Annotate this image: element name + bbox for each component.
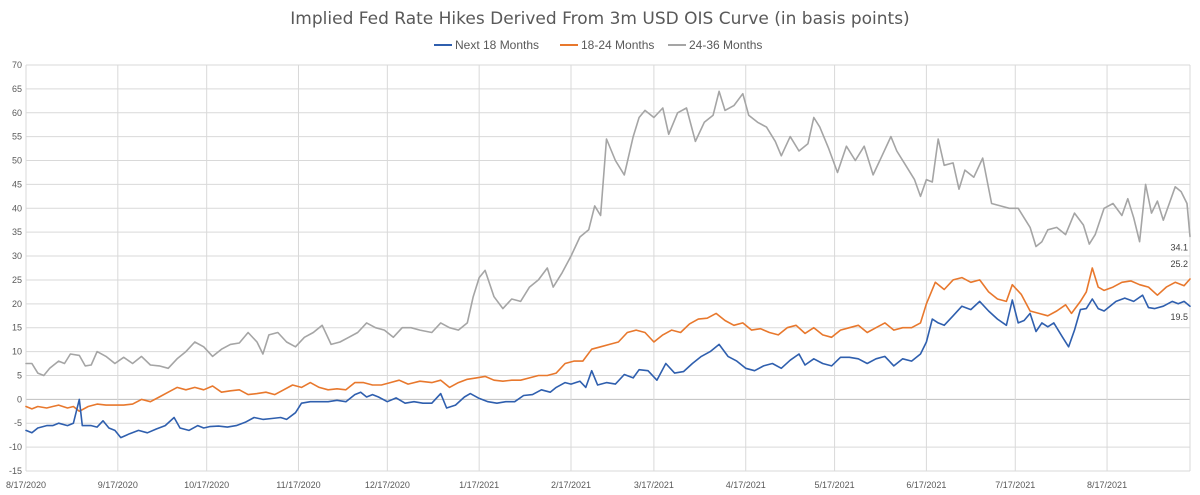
- series-line-next-18-months: [25, 294, 1191, 439]
- x-tick-label: 12/17/2020: [365, 480, 410, 490]
- series-line-18-24-months: [25, 267, 1191, 413]
- y-tick-label: 0: [17, 394, 22, 404]
- legend-label-18-24-months: 18-24 Months: [581, 38, 654, 52]
- y-tick-label: -5: [14, 418, 22, 428]
- x-tick-label: 8/17/2020: [6, 480, 46, 490]
- y-tick-label: 15: [12, 323, 22, 333]
- y-tick-label: 10: [12, 347, 22, 357]
- x-tick-label: 2/17/2021: [551, 480, 591, 490]
- x-axis: 8/17/2020 9/17/2020 10/17/2020 11/17/2020 12…: [6, 480, 1127, 490]
- y-tick-label: 45: [12, 179, 22, 189]
- x-tick-label: 5/17/2021: [815, 480, 855, 490]
- end-label-24-36-months: 34.1: [1170, 242, 1188, 252]
- legend-label-next-18-months: Next 18 Months: [455, 38, 539, 52]
- y-tick-label: 5: [17, 370, 22, 380]
- y-tick-label: 50: [12, 156, 22, 166]
- y-tick-label: 35: [12, 227, 22, 237]
- legend-item-next-18-months: Next 18 Months: [434, 38, 539, 52]
- legend-label-24-36-months: 24-36 Months: [689, 38, 762, 52]
- series-line-24-36-months: [25, 90, 1191, 377]
- y-tick-label: -15: [9, 466, 22, 476]
- y-tick-label: 70: [12, 60, 22, 70]
- series-end-labels: 34.1 25.2 19.5: [1170, 242, 1188, 322]
- x-tick-label: 10/17/2020: [184, 480, 229, 490]
- chart-legend: Next 18 Months 18-24 Months 24-36 Months: [434, 38, 762, 52]
- x-tick-label: 11/17/2020: [276, 480, 320, 490]
- x-tick-label: 1/17/2021: [459, 480, 499, 490]
- y-tick-label: 25: [12, 275, 22, 285]
- chart-title: Implied Fed Rate Hikes Derived From 3m U…: [290, 9, 909, 29]
- x-tick-label: 9/17/2020: [98, 480, 138, 490]
- y-tick-label: 55: [12, 132, 22, 142]
- y-axis: -15 -10 -5 0 5 10 15 20 25 30 35 40 45 50 55 60 65 70: [9, 60, 22, 476]
- x-tick-label: 4/17/2021: [726, 480, 766, 490]
- legend-item-18-24-months: 18-24 Months: [560, 38, 654, 52]
- x-tick-label: 3/17/2021: [634, 480, 674, 490]
- chart-gridlines: [25, 64, 1191, 472]
- chart-series: [25, 90, 1191, 439]
- legend-item-24-36-months: 24-36 Months: [668, 38, 762, 52]
- y-tick-label: 60: [12, 108, 22, 118]
- end-label-18-24-months: 25.2: [1170, 259, 1188, 269]
- y-tick-label: -10: [9, 442, 22, 452]
- end-label-next-18-months: 19.5: [1170, 312, 1188, 322]
- y-tick-label: 30: [12, 251, 22, 261]
- x-tick-label: 8/17/2021: [1087, 480, 1127, 490]
- x-tick-label: 6/17/2021: [906, 480, 946, 490]
- x-tick-label: 7/17/2021: [995, 480, 1035, 490]
- y-tick-label: 65: [12, 84, 22, 94]
- y-tick-label: 20: [12, 299, 22, 309]
- y-tick-label: 40: [12, 203, 22, 213]
